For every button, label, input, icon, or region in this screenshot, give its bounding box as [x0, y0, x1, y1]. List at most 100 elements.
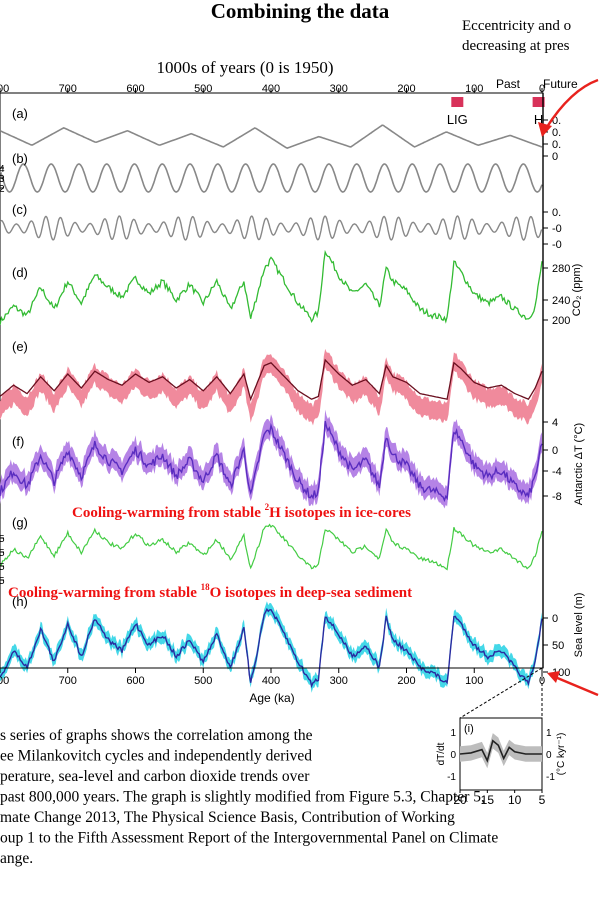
prec-label: -0 [552, 223, 562, 235]
inset-ylabel-left: dT/dt [436, 742, 447, 765]
co2-label: 280 [552, 263, 570, 275]
temp-label: -8 [552, 491, 562, 503]
arrow-top [543, 78, 599, 131]
top-tick-label: 800 [0, 83, 9, 95]
top-tick-label: 100 [465, 83, 483, 95]
caption-line: past 800,000 years. The graph is slightl… [0, 789, 485, 806]
x-axis-label: Age (ka) [249, 691, 294, 705]
bottom-tick-label: 100 [465, 675, 483, 687]
panel-label-h: (h) [12, 594, 28, 609]
isotope-left-label: 5 [0, 548, 5, 559]
callout-top-line1: Eccentricity and o [462, 18, 571, 34]
inset-line [459, 739, 542, 763]
arrow-bottom-head [547, 671, 560, 683]
ecc-label: 0. [552, 139, 561, 151]
callout-arrows [538, 78, 599, 697]
panel-label-b: (b) [12, 151, 28, 166]
obliquity-left-label: 3 [0, 174, 5, 185]
bottom-tick-label: 400 [262, 675, 280, 687]
top-tick-label: 200 [397, 83, 415, 95]
temperature-band-e [0, 348, 542, 426]
panel-label-d: (d) [12, 265, 28, 280]
bottom-tick-label: 200 [397, 675, 415, 687]
sea-level-band [0, 601, 542, 693]
temp-label: 0 [552, 445, 558, 457]
sea-level-axis-title: Sea level (m) [573, 593, 585, 658]
panels: (a) (b) (c) (d) (e) (f) (g) (h) [0, 106, 543, 693]
holocene-label: H [534, 112, 543, 127]
period-markers: LIG H [447, 93, 545, 668]
temp-label: 4 [552, 417, 558, 429]
inset-ylabel-right: (°C kyr⁻¹) [556, 733, 567, 776]
precession-line [0, 215, 543, 241]
plot-frame [0, 92, 544, 669]
sea-level-line [0, 607, 543, 689]
isotope-left-label: 5 [0, 562, 5, 573]
isotope-left-label: 5 [0, 576, 5, 587]
past-future-labels: Past Future [496, 77, 578, 91]
past-label: Past [496, 77, 521, 91]
top-tick-label: 0 [539, 83, 545, 95]
bottom-age-axis: 8007006005004003002001000 [0, 667, 545, 687]
inset-x-label: 15 [481, 793, 495, 807]
caption-line: perature, sea-level and carbon dioxide t… [0, 768, 310, 785]
figure-subtitle: 1000s of years (0 is 1950) [156, 58, 333, 77]
ecc-label: 0 [552, 151, 558, 163]
obliquity-left-label: 2 [0, 184, 5, 195]
prec-label: -0 [552, 239, 562, 251]
inset-label: (i) [464, 723, 474, 735]
annotation-deuterium: Cooling-warming from stable 2H isotopes … [72, 502, 411, 521]
panel-label-g: (g) [12, 515, 28, 530]
caption-line: s series of graphs shows the correlation… [0, 727, 313, 744]
inset-x-label: 20 [453, 793, 467, 807]
temperature-line-e [0, 358, 543, 402]
co2-label: 240 [552, 295, 570, 307]
inset-right-label: 0 [546, 750, 552, 761]
arrow-bottom [554, 675, 599, 697]
obliquity-line [0, 163, 543, 193]
arrow-top-head [538, 122, 552, 137]
left-axes: 432 5 5 5 5 [0, 164, 5, 587]
inset-left-label: 0 [450, 750, 456, 761]
bottom-tick-label: 600 [126, 675, 144, 687]
inset-connector-left [459, 667, 543, 719]
co2-axis-title: CO₂ (ppm) [571, 264, 583, 317]
annotation-oxygen: Cooling-warming from stable 18O isotopes… [8, 582, 412, 601]
bottom-tick-label: 800 [0, 675, 9, 687]
panel-label-e: (e) [12, 339, 28, 354]
inset-panel: (i)20 15 10 510-110-1dT/dt (°C kyr⁻¹) [436, 667, 567, 807]
eccentricity-line [0, 124, 543, 149]
sea-label: 0 [552, 613, 558, 625]
inset-left-label: -1 [447, 772, 456, 783]
isotope-left-label: 5 [0, 534, 5, 545]
lig-marker [451, 97, 464, 107]
oxygen-isotope-line [0, 523, 543, 571]
inset-left-label: 1 [450, 728, 456, 739]
panel-label-a: (a) [12, 106, 28, 121]
top-tick-label: 300 [330, 83, 348, 95]
ecc-label: 0. [552, 127, 561, 139]
bottom-tick-label: 300 [330, 675, 348, 687]
future-label: Future [543, 77, 578, 91]
caption-line: ange. [0, 850, 33, 867]
bottom-tick-label: 500 [194, 675, 212, 687]
lig-label: LIG [447, 112, 468, 127]
inset-x-label: 10 [508, 793, 522, 807]
temp-label: -4 [552, 466, 562, 478]
inset-x-label: 5 [539, 793, 546, 807]
inset-right-label: -1 [546, 772, 555, 783]
temperature-axis-title: Antarctic ΔT (°C) [573, 423, 585, 505]
callout-top-line2: decreasing at pres [462, 38, 570, 54]
top-tick-label: 600 [126, 83, 144, 95]
prec-label: 0. [552, 207, 561, 219]
inset-right-label: 1 [546, 728, 552, 739]
top-tick-label: 500 [194, 83, 212, 95]
top-tick-label: 400 [262, 83, 280, 95]
caption-line: mate Change 2013, The Physical Science B… [0, 809, 455, 826]
co2-line [0, 249, 543, 326]
figure-title: Combining the data [211, 0, 390, 23]
panel-label-c: (c) [12, 202, 27, 217]
holocene-marker [532, 97, 545, 107]
